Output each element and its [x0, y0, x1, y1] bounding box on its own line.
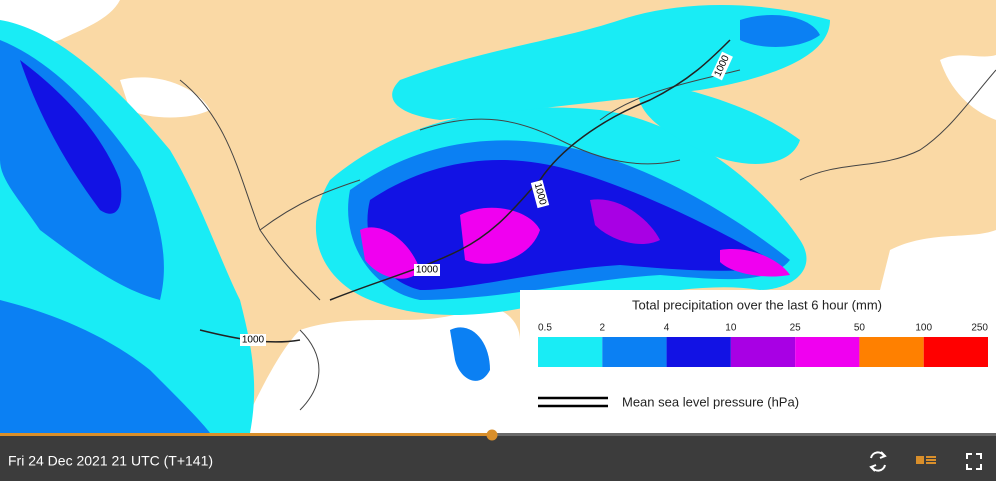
- precip-intense: [460, 207, 540, 264]
- timestamp: Fri 24 Dec 2021 21 UTC (T+141): [8, 453, 213, 469]
- isobar-label-text: 1000: [416, 265, 439, 276]
- isobar-label: 1000: [414, 264, 440, 276]
- level-label: 50: [854, 323, 866, 334]
- precip-moderate: [740, 15, 820, 47]
- color-swatch: [538, 337, 603, 367]
- color-swatch: [602, 337, 667, 367]
- isobar-label-text: 1000: [242, 335, 265, 346]
- sea: [880, 230, 996, 290]
- isobar-label: 1000: [530, 179, 550, 209]
- level-label: 250: [971, 323, 988, 334]
- isobar-label-bg: [530, 179, 550, 209]
- sea: [940, 55, 996, 120]
- player-bar: Fri 24 Dec 2021 21 UTC (T+141): [0, 429, 996, 481]
- precip-intense: [360, 227, 420, 279]
- level-label: 10: [725, 323, 737, 334]
- timeline-handle[interactable]: [486, 429, 498, 441]
- level-label: 0.5: [538, 323, 552, 334]
- legend-title: Total precipitation over the last 6 hour…: [632, 297, 882, 312]
- level-label: 2: [600, 323, 606, 334]
- level-label: 25: [790, 323, 802, 334]
- precip-light: [638, 80, 800, 164]
- precip-moderate: [450, 327, 490, 381]
- isobar-label-bg: [414, 264, 440, 276]
- color-swatch: [666, 337, 731, 367]
- precip-moderate: [0, 300, 210, 433]
- level-label: 100: [915, 323, 932, 334]
- sea: [240, 307, 520, 433]
- fullscreen-button[interactable]: [966, 453, 982, 470]
- precip-very-heavy: [590, 199, 660, 245]
- timeline-track[interactable]: [0, 433, 996, 436]
- legend-button[interactable]: [916, 456, 936, 464]
- precip-intense: [720, 249, 790, 277]
- legend: Total precipitation over the last 6 hour…: [520, 290, 996, 433]
- isobar-label-bg: [711, 51, 733, 81]
- isobar-label-bg: [240, 334, 266, 346]
- colorbar: 0.5 2 4 10 25 50 100 250: [538, 323, 988, 367]
- timeline-progress: [0, 433, 492, 436]
- color-swatch: [859, 337, 924, 367]
- precip-light: [392, 5, 830, 120]
- borders: [179, 69, 996, 411]
- level-label: 4: [664, 323, 670, 334]
- player-background: [0, 433, 996, 481]
- color-swatch: [923, 337, 988, 367]
- pressure-label: Mean sea level pressure (hPa): [622, 394, 799, 409]
- refresh-button[interactable]: [869, 451, 887, 472]
- sea: [120, 77, 210, 118]
- precip-heavy: [20, 60, 122, 214]
- isobar-label: 1000: [240, 334, 266, 346]
- color-swatch: [795, 337, 860, 367]
- color-swatch: [730, 337, 796, 367]
